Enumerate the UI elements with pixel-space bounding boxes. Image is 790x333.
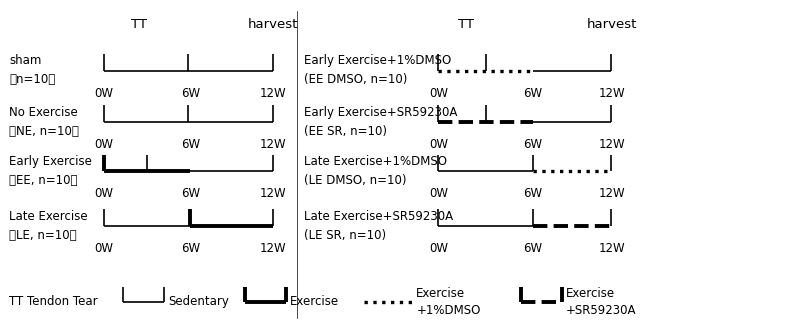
Text: （n=10）: （n=10） xyxy=(9,74,55,87)
Text: Exercise: Exercise xyxy=(566,287,615,300)
Text: 12W: 12W xyxy=(260,187,286,200)
Text: 6W: 6W xyxy=(181,187,200,200)
Text: （EE, n=10）: （EE, n=10） xyxy=(9,174,77,187)
Text: harvest: harvest xyxy=(586,18,637,31)
Text: 0W: 0W xyxy=(429,138,448,151)
Text: 6W: 6W xyxy=(181,242,200,255)
Text: 12W: 12W xyxy=(598,138,625,151)
Text: +1%DMSO: +1%DMSO xyxy=(416,304,480,317)
Text: 0W: 0W xyxy=(94,87,113,100)
Text: Early Exercise: Early Exercise xyxy=(9,155,92,168)
Text: TT Tendon Tear: TT Tendon Tear xyxy=(9,295,98,308)
Text: (LE DMSO, n=10): (LE DMSO, n=10) xyxy=(304,174,407,187)
Text: No Exercise: No Exercise xyxy=(9,106,78,119)
Text: 12W: 12W xyxy=(598,187,625,200)
Text: TT: TT xyxy=(458,18,474,31)
Text: 6W: 6W xyxy=(181,138,200,151)
Text: 12W: 12W xyxy=(598,87,625,100)
Text: (EE DMSO, n=10): (EE DMSO, n=10) xyxy=(304,74,408,87)
Text: 6W: 6W xyxy=(181,87,200,100)
Text: Early Exercise+1%DMSO: Early Exercise+1%DMSO xyxy=(304,54,452,67)
Text: (LE SR, n=10): (LE SR, n=10) xyxy=(304,229,386,242)
Text: 0W: 0W xyxy=(429,87,448,100)
Text: sham: sham xyxy=(9,54,42,67)
Text: 12W: 12W xyxy=(260,138,286,151)
Text: TT: TT xyxy=(131,18,147,31)
Text: Exercise: Exercise xyxy=(416,287,465,300)
Text: 0W: 0W xyxy=(94,187,113,200)
Text: Sedentary: Sedentary xyxy=(168,295,229,308)
Text: 6W: 6W xyxy=(523,242,542,255)
Text: 6W: 6W xyxy=(523,87,542,100)
Text: 12W: 12W xyxy=(598,242,625,255)
Text: +SR59230A: +SR59230A xyxy=(566,304,636,317)
Text: Early Exercise+SR59230A: Early Exercise+SR59230A xyxy=(304,106,458,119)
Text: 0W: 0W xyxy=(94,138,113,151)
Text: harvest: harvest xyxy=(248,18,298,31)
Text: （LE, n=10）: （LE, n=10） xyxy=(9,229,77,242)
Text: Exercise: Exercise xyxy=(290,295,340,308)
Text: (EE SR, n=10): (EE SR, n=10) xyxy=(304,125,387,138)
Text: 0W: 0W xyxy=(94,242,113,255)
Text: 12W: 12W xyxy=(260,87,286,100)
Text: 6W: 6W xyxy=(523,187,542,200)
Text: 0W: 0W xyxy=(429,242,448,255)
Text: 6W: 6W xyxy=(523,138,542,151)
Text: Late Exercise: Late Exercise xyxy=(9,209,88,222)
Text: 12W: 12W xyxy=(260,242,286,255)
Text: Late Exercise+SR59230A: Late Exercise+SR59230A xyxy=(304,209,453,222)
Text: （NE, n=10）: （NE, n=10） xyxy=(9,125,79,138)
Text: Late Exercise+1%DMSO: Late Exercise+1%DMSO xyxy=(304,155,447,168)
Text: 0W: 0W xyxy=(429,187,448,200)
